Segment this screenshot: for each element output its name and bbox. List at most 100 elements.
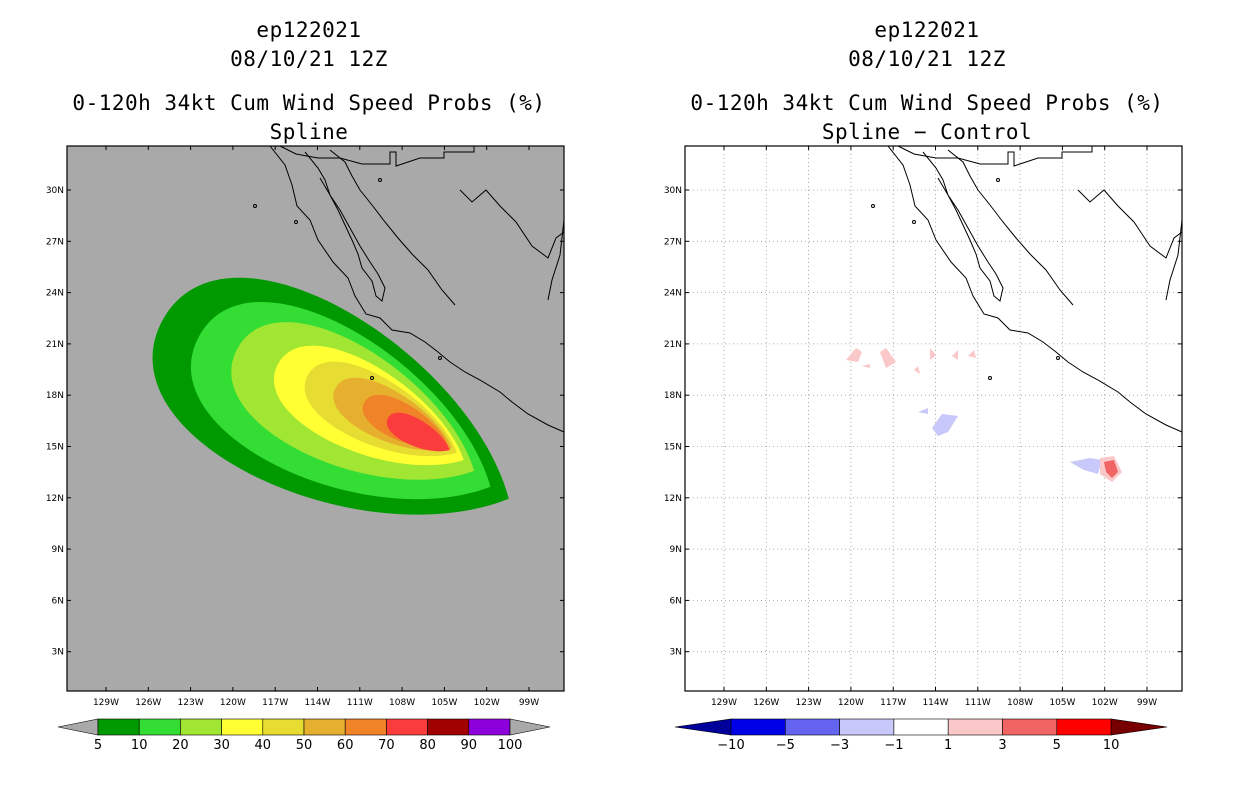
colorbar-label: 3 xyxy=(998,738,1006,753)
lon-label: 123W xyxy=(796,698,822,708)
lat-label: 30N xyxy=(664,186,682,196)
lon-label: 108W xyxy=(1007,698,1033,708)
lat-label: 18N xyxy=(46,391,64,401)
lat-label: 12N xyxy=(664,494,682,504)
colorbar: −10 −5 −3 −1 1 3 5 10 xyxy=(674,718,1168,753)
colorbar-swatch xyxy=(785,718,840,736)
lon-label: 120W xyxy=(838,698,864,708)
lon-label: 102W xyxy=(474,698,500,708)
storm-id: ep122021 xyxy=(874,18,980,42)
diff-patch xyxy=(914,366,920,374)
diff-patch xyxy=(932,414,958,436)
map-frame xyxy=(66,145,565,692)
colorbar-label: 40 xyxy=(255,738,272,753)
colorbar-swatch xyxy=(180,718,222,736)
colorbar-low-arrow xyxy=(674,718,732,736)
lon-label: 114W xyxy=(922,698,948,708)
colorbar-swatch xyxy=(893,718,949,736)
method-title: Spline xyxy=(269,120,349,144)
diff-patch xyxy=(1104,460,1118,478)
diff-patch xyxy=(880,348,896,368)
lat-label: 3N xyxy=(52,648,64,658)
lon-label: 99W xyxy=(1137,698,1157,708)
diff-patch xyxy=(846,348,862,362)
right-panel: ep122021 08/10/21 12Z 0-120h 34kt Cum Wi… xyxy=(618,0,1236,800)
lat-label: 27N xyxy=(664,237,682,247)
colorbar-swatch xyxy=(1002,718,1058,736)
lat-label: 24N xyxy=(46,289,64,299)
colorbar-swatch xyxy=(303,718,346,736)
lat-label: 21N xyxy=(46,340,64,350)
colorbar-swatch xyxy=(138,718,181,736)
lat-label: 24N xyxy=(664,289,682,299)
prob-contour-70 xyxy=(386,412,450,452)
lat-label: 27N xyxy=(46,237,64,247)
date-time: 08/10/21 12Z xyxy=(230,47,388,71)
lat-label: 30N xyxy=(46,186,64,196)
colorbar-swatch xyxy=(221,718,264,736)
diff-patch xyxy=(918,408,928,414)
probability-map: 30N 27N 24N 21N 18N 15N 12N 9N 6N 3N 129W 126W 123W 1… xyxy=(46,145,565,753)
lon-label: 120W xyxy=(220,698,246,708)
lon-label: 99W xyxy=(519,698,539,708)
colorbar-high-arrow xyxy=(509,718,551,736)
colorbar-swatch xyxy=(262,718,305,736)
lon-label: 117W xyxy=(262,698,288,708)
difference-map: 30N 27N 24N 21N 18N 15N 12N 9N 6N 3N 129W 126W 123W 1… xyxy=(664,145,1183,753)
diff-patch xyxy=(968,350,976,358)
lon-label: 126W xyxy=(135,698,161,708)
diff-patch xyxy=(862,364,870,368)
coastline xyxy=(253,145,565,433)
lon-label: 102W xyxy=(1092,698,1118,708)
probability-swath xyxy=(152,277,509,515)
difference-field xyxy=(846,348,1122,482)
diff-patch xyxy=(1070,458,1102,474)
product-title: 0-120h 34kt Cum Wind Speed Probs (%) xyxy=(690,91,1164,115)
colorbar-label: 10 xyxy=(1103,738,1120,753)
lon-label: 105W xyxy=(431,698,457,708)
colorbar-label: 30 xyxy=(213,738,230,753)
lon-label: 126W xyxy=(753,698,779,708)
lat-label: 21N xyxy=(664,340,682,350)
lon-label: 129W xyxy=(711,698,737,708)
colorbar-low-arrow xyxy=(57,718,99,736)
colorbar-label: 70 xyxy=(378,738,395,753)
lon-label: 129W xyxy=(93,698,119,708)
colorbar-swatch xyxy=(839,718,895,736)
map-frame xyxy=(684,145,1183,692)
lat-label: 15N xyxy=(664,443,682,453)
lat-label: 15N xyxy=(46,443,64,453)
lon-label: 108W xyxy=(389,698,415,708)
colorbar-label: −10 xyxy=(717,738,744,753)
lat-label: 12N xyxy=(46,494,64,504)
colorbar-high-arrow xyxy=(1110,718,1168,736)
diff-patch xyxy=(930,348,936,360)
left-panel: ep122021 08/10/21 12Z 0-120h 34kt Cum Wi… xyxy=(46,18,565,753)
colorbar-swatch xyxy=(97,718,140,736)
coastline xyxy=(871,145,1183,433)
colorbar-swatch xyxy=(1056,718,1112,736)
colorbar-swatch xyxy=(730,718,786,736)
lat-label: 6N xyxy=(670,596,682,606)
lon-label: 117W xyxy=(880,698,906,708)
colorbar: 5 10 20 30 40 50 60 70 80 90 100 xyxy=(57,718,551,753)
colorbar-swatch xyxy=(386,718,428,736)
colorbar-label: −1 xyxy=(884,738,903,753)
lat-label: 9N xyxy=(670,545,682,555)
colorbar-swatch xyxy=(344,718,387,736)
colorbar-label: 5 xyxy=(94,738,102,753)
colorbar-label: 1 xyxy=(944,738,952,753)
date-time: 08/10/21 12Z xyxy=(848,47,1006,71)
lon-label: 114W xyxy=(304,698,330,708)
colorbar-swatch xyxy=(468,718,511,736)
lat-label: 3N xyxy=(670,648,682,658)
colorbar-label: 60 xyxy=(337,738,354,753)
colorbar-label: −5 xyxy=(776,738,795,753)
colorbar-label: 10 xyxy=(131,738,148,753)
colorbar-label: 50 xyxy=(296,738,313,753)
method-title: Spline − Control xyxy=(821,120,1033,144)
lat-label: 18N xyxy=(664,391,682,401)
colorbar-label: 100 xyxy=(498,738,523,753)
product-title: 0-120h 34kt Cum Wind Speed Probs (%) xyxy=(72,91,546,115)
colorbar-label: −3 xyxy=(830,738,849,753)
